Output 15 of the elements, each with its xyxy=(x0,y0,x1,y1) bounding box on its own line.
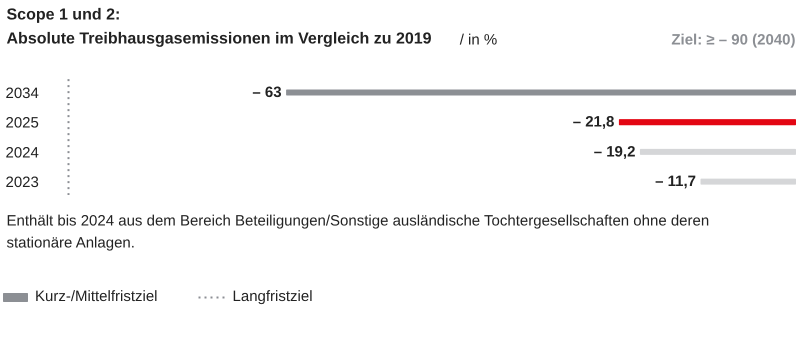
data-label: – 63 xyxy=(252,84,282,101)
text: / in % xyxy=(460,32,498,48)
chart-subtitle: Absolute Treibhausgasemissionen im Vergleich zu 2019 xyxy=(6,30,432,48)
data-label: – 19,2 xyxy=(594,143,636,160)
data-label: – 11,7 xyxy=(655,173,696,190)
data-label: – 21,8 xyxy=(572,114,614,131)
y-tick-label: 2024 xyxy=(6,144,39,162)
y-tick-label: 2034 xyxy=(6,85,39,102)
text: Scope 1 und 2: xyxy=(6,6,120,24)
legend-label: Kurz-/Mittelfristziel xyxy=(35,288,158,305)
y-tick-label: 2023 xyxy=(6,174,39,192)
text: Ziel: ≥ – 90 (2040) xyxy=(671,32,796,48)
legend-label: Langfristziel xyxy=(232,288,313,305)
y-tick-label: 2025 xyxy=(6,114,39,132)
text: Enthält bis 2024 aus dem Bereich Beteiligungen/Sonstige ausländische Tochtergesellschaften ohne deren stationäre Anlagen. xyxy=(6,212,710,252)
